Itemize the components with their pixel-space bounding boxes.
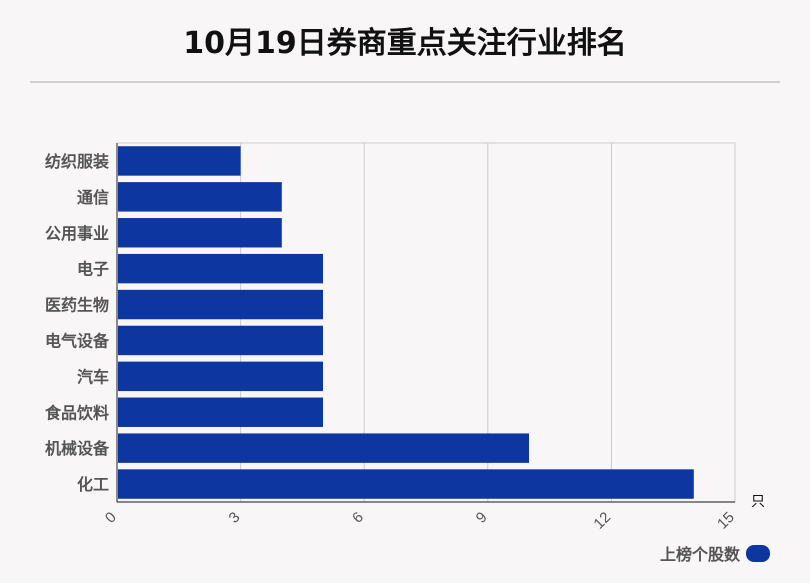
- legend[interactable]: 上榜个股数: [660, 541, 770, 565]
- x-unit-label: 只: [751, 494, 765, 510]
- x-tick-label: 9: [473, 509, 491, 527]
- bar: [118, 218, 282, 248]
- title-divider: [30, 81, 780, 83]
- y-category-label: 电气设备: [45, 331, 110, 350]
- bar: [118, 361, 323, 392]
- bar: [118, 182, 282, 212]
- y-category-label: 通信: [77, 188, 109, 207]
- bar: [118, 397, 323, 427]
- bar: [118, 325, 323, 356]
- x-tick-label: 3: [226, 509, 244, 527]
- bar: [118, 289, 323, 320]
- bar: [118, 469, 694, 499]
- x-tick-label: 0: [102, 509, 120, 527]
- bar: [118, 253, 323, 284]
- bar: [118, 433, 529, 463]
- y-category-label: 食品饮料: [44, 403, 109, 422]
- x-tick-label: 6: [349, 509, 367, 527]
- x-tick-label: 12: [590, 509, 614, 533]
- y-category-label: 汽车: [77, 367, 109, 386]
- x-tick-label: 15: [714, 509, 738, 533]
- chart-title: 10月19日券商重点关注行业排名: [183, 26, 627, 61]
- legend-label: 上榜个股数: [659, 545, 740, 564]
- legend-swatch: [746, 544, 770, 562]
- y-category-label: 电子: [77, 260, 109, 279]
- bar: [118, 146, 241, 176]
- y-category-label: 化工: [77, 475, 109, 494]
- y-category-label: 公用事业: [45, 224, 109, 243]
- y-category-label: 纺织服装: [45, 152, 109, 171]
- y-category-label: 机械设备: [45, 439, 110, 458]
- y-category-label: 医药生物: [45, 296, 109, 315]
